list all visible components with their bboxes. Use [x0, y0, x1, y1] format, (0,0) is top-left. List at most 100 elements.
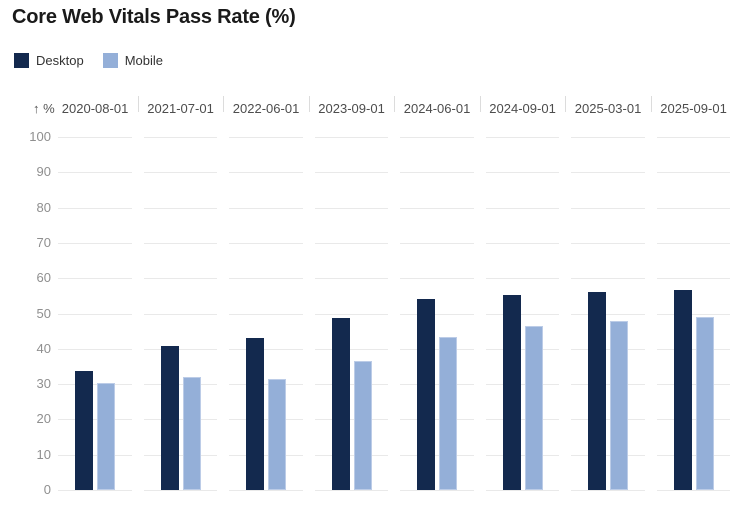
legend-label: Mobile — [124, 53, 163, 68]
gridline — [229, 384, 303, 386]
gridline — [58, 348, 132, 350]
gridline — [143, 490, 218, 491]
gridline — [400, 419, 474, 421]
gridline — [571, 242, 645, 244]
category-separator — [480, 96, 481, 112]
chart-title: Core Web Vitals Pass Rate (%) — [12, 6, 296, 28]
bar-mobile — [353, 360, 372, 490]
gridline — [485, 348, 560, 350]
gridline — [229, 419, 303, 421]
y-axis-tick-label: 60 — [36, 270, 51, 286]
legend-item-desktop: Desktop — [14, 53, 84, 68]
bar-desktop — [673, 289, 692, 490]
gridline — [143, 172, 218, 174]
gridline — [314, 137, 389, 138]
legend-label: Desktop — [36, 53, 84, 68]
gridline — [485, 278, 560, 280]
gridline — [229, 454, 303, 456]
gridline — [58, 313, 132, 315]
gridline — [58, 278, 132, 280]
legend-item-mobile: Mobile — [102, 53, 163, 68]
gridline — [58, 207, 132, 209]
gridline — [400, 348, 474, 350]
category-separator — [394, 96, 395, 112]
gridline — [58, 490, 132, 491]
bar-mobile — [524, 325, 543, 490]
category-separator — [565, 96, 566, 112]
bar-mobile — [610, 321, 629, 490]
gridline — [485, 454, 560, 456]
gridline — [485, 419, 560, 421]
y-axis-tick-label: 70 — [36, 234, 51, 250]
bar-desktop — [588, 291, 607, 490]
gridline — [314, 172, 389, 174]
gridline — [143, 137, 218, 138]
gridline — [656, 137, 731, 138]
category-separator — [223, 96, 224, 112]
category-separator — [651, 96, 652, 112]
bar-mobile — [97, 382, 116, 490]
gridline — [571, 454, 645, 456]
gridline — [656, 207, 731, 209]
gridline — [485, 313, 560, 315]
category-label: 2023-09-01 — [318, 101, 385, 116]
gridline — [656, 348, 731, 350]
gridline — [571, 490, 645, 491]
gridline — [400, 313, 474, 315]
gridline — [571, 348, 645, 350]
gridline — [58, 454, 132, 456]
gridline — [400, 278, 474, 280]
gridline — [314, 242, 389, 244]
gridline — [400, 207, 474, 209]
gridline — [229, 137, 303, 138]
gridline — [229, 172, 303, 174]
gridline — [314, 313, 389, 315]
y-axis-tick-label: 0 — [43, 482, 51, 497]
gridline — [485, 242, 560, 244]
gridline — [314, 278, 389, 280]
gridline — [571, 313, 645, 315]
gridline — [143, 313, 218, 315]
category-label: 2025-09-01 — [660, 101, 727, 116]
gridline — [656, 384, 731, 386]
gridline — [400, 490, 474, 491]
gridline — [314, 348, 389, 350]
gridline — [143, 207, 218, 209]
y-axis-tick-label: 40 — [36, 340, 51, 356]
gridline — [656, 313, 731, 315]
gridline — [400, 454, 474, 456]
gridline — [143, 384, 218, 386]
legend-swatch-icon — [14, 53, 29, 68]
gridline — [229, 313, 303, 315]
bar-mobile — [695, 317, 714, 490]
gridline — [58, 172, 132, 174]
category-separator — [309, 96, 310, 112]
bar-mobile — [182, 377, 201, 490]
gridline — [656, 454, 731, 456]
gridline — [229, 348, 303, 350]
gridline — [143, 419, 218, 421]
gridline — [229, 242, 303, 244]
category-label: 2025-03-01 — [574, 101, 642, 116]
gridline — [485, 137, 560, 138]
y-axis-tick-label: 50 — [36, 305, 51, 321]
gridline — [485, 207, 560, 209]
bar-desktop — [331, 317, 350, 490]
gridline — [571, 172, 645, 174]
category-separator — [138, 96, 139, 112]
gridline — [400, 384, 474, 386]
gridline — [485, 172, 560, 174]
gridline — [143, 242, 218, 244]
y-axis-tick-label: 20 — [36, 411, 51, 427]
gridline — [656, 490, 731, 491]
gridline — [229, 490, 303, 491]
gridline — [656, 242, 731, 244]
gridline — [400, 137, 474, 138]
gridline — [58, 242, 132, 244]
category-label: 2024-09-01 — [489, 101, 556, 116]
gridline — [656, 172, 731, 174]
category-label: 2024-06-01 — [403, 101, 471, 116]
gridline — [571, 137, 645, 138]
gridline — [485, 490, 560, 491]
gridline — [400, 242, 474, 244]
